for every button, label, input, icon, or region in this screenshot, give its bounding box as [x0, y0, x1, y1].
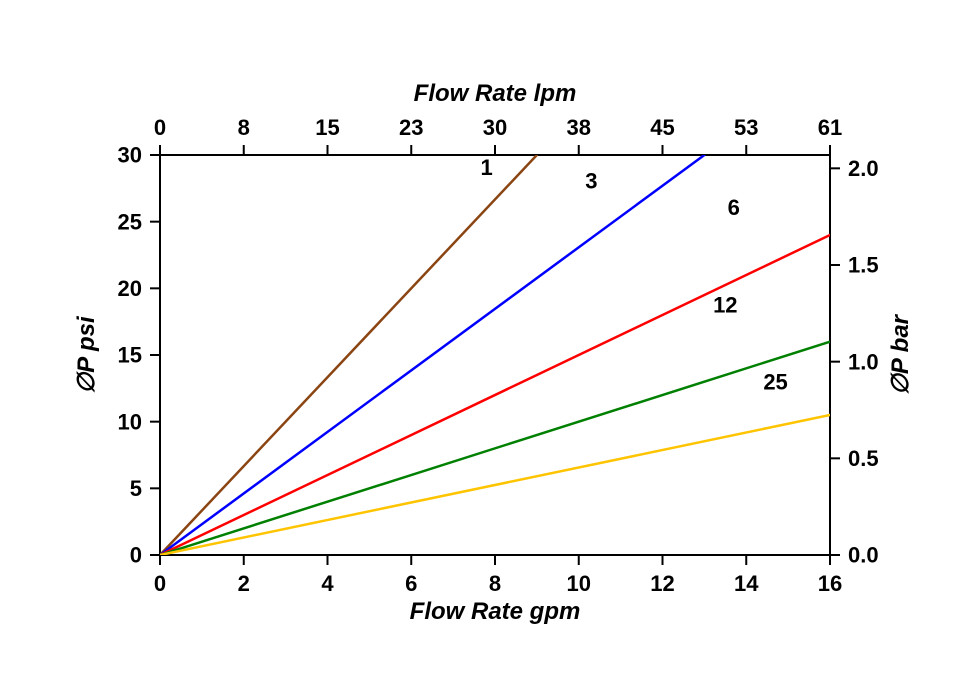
y-left-tick-label: 15	[118, 343, 142, 368]
x-top-tick-label: 0	[154, 115, 166, 140]
series-label-1: 1	[481, 155, 493, 180]
x-bottom-tick-label: 2	[238, 571, 250, 596]
x-top-tick-label: 45	[650, 115, 674, 140]
series-label-25: 25	[763, 370, 787, 395]
y-right-tick-label: 0.5	[848, 446, 879, 471]
x-bottom-tick-label: 4	[321, 571, 334, 596]
x-top-tick-label: 8	[238, 115, 250, 140]
y-right-tick-label: 2.0	[848, 156, 879, 181]
pressure-flow-chart: 0246810121416Flow Rate gpm08152330384553…	[0, 0, 958, 692]
x-bottom-tick-label: 16	[818, 571, 842, 596]
series-label-6: 6	[728, 195, 740, 220]
y-left-tick-label: 25	[118, 209, 142, 234]
y-right-tick-label: 1.5	[848, 253, 879, 278]
x-bottom-tick-label: 8	[489, 571, 501, 596]
series-label-3: 3	[585, 168, 597, 193]
y-right-tick-label: 0.0	[848, 543, 879, 568]
y-right-tick-label: 1.0	[848, 349, 879, 374]
x-bottom-tick-label: 6	[405, 571, 417, 596]
chart-container: 0246810121416Flow Rate gpm08152330384553…	[0, 0, 958, 692]
x-bottom-tick-label: 14	[734, 571, 759, 596]
x-bottom-tick-label: 12	[650, 571, 674, 596]
x-bottom-title: Flow Rate gpm	[410, 598, 581, 625]
x-top-tick-label: 61	[818, 115, 842, 140]
y-left-tick-label: 30	[118, 143, 142, 168]
x-bottom-tick-label: 10	[567, 571, 591, 596]
y-left-tick-label: 0	[130, 543, 142, 568]
x-top-tick-label: 30	[483, 115, 507, 140]
x-top-tick-label: 23	[399, 115, 423, 140]
x-top-tick-label: 15	[315, 115, 339, 140]
x-top-tick-label: 38	[567, 115, 591, 140]
y-left-tick-label: 5	[130, 476, 142, 501]
y-left-tick-label: 10	[118, 409, 142, 434]
y-left-tick-label: 20	[118, 276, 142, 301]
x-top-tick-label: 53	[734, 115, 758, 140]
y-left-title: ∅P psi	[73, 315, 100, 394]
x-top-title: Flow Rate lpm	[414, 80, 577, 107]
series-label-12: 12	[713, 292, 737, 317]
y-right-title: ∅P bar	[887, 313, 914, 395]
x-bottom-tick-label: 0	[154, 571, 166, 596]
